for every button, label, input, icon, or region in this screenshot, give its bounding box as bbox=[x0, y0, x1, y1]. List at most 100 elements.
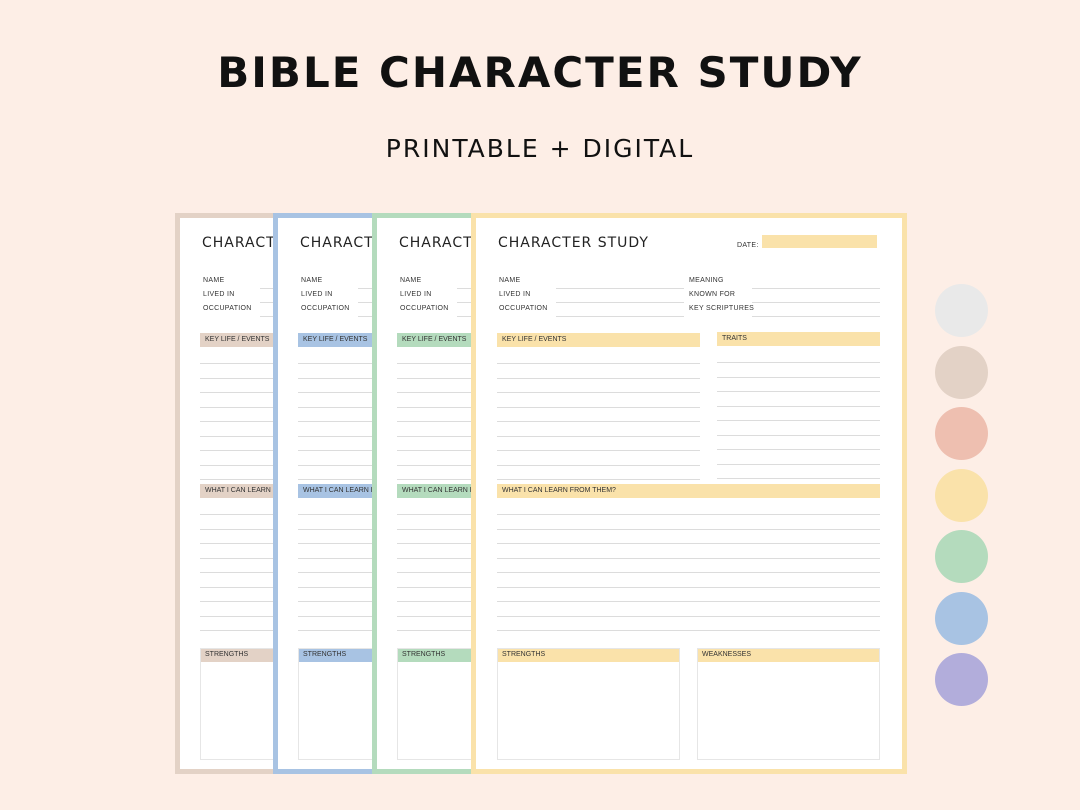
ruled-line bbox=[717, 434, 880, 436]
ruled-line bbox=[497, 557, 880, 559]
ruled-line bbox=[200, 363, 280, 364]
ruled-line bbox=[200, 421, 280, 422]
field-label-key-scriptures: KEY SCRIPTURES bbox=[689, 305, 755, 312]
color-swatch-green[interactable] bbox=[935, 530, 988, 583]
color-swatch-peach[interactable] bbox=[935, 407, 988, 460]
field-line bbox=[457, 288, 477, 289]
ruled-line bbox=[298, 464, 378, 466]
ruled-line bbox=[200, 572, 280, 573]
ruled-line bbox=[298, 392, 378, 393]
ruled-line bbox=[497, 464, 700, 466]
weaknesses-box[interactable] bbox=[697, 648, 880, 760]
weaknesses-header: WEAKNESSES bbox=[697, 648, 880, 662]
color-swatch-yellow[interactable] bbox=[935, 468, 988, 522]
ruled-line bbox=[397, 528, 477, 530]
ruled-line bbox=[717, 362, 880, 363]
planner-page-beige: CHARACTER STUDY NAME LIVED IN OCCUPATION… bbox=[175, 213, 285, 774]
ruled-line bbox=[717, 449, 880, 450]
ruled-line bbox=[200, 601, 280, 602]
ruled-line bbox=[397, 406, 477, 408]
ruled-line bbox=[298, 450, 378, 451]
traits-header: TRAITS bbox=[717, 332, 880, 346]
lived-in-field-line[interactable] bbox=[556, 302, 684, 303]
strengths-header: STRENGTHS bbox=[397, 648, 477, 662]
ruled-line bbox=[497, 615, 880, 617]
field-label-name: NAME bbox=[400, 277, 422, 284]
ruled-line bbox=[497, 528, 880, 530]
key-scriptures-field-line[interactable] bbox=[752, 316, 880, 317]
occupation-field-line[interactable] bbox=[556, 316, 684, 317]
strengths-header: STRENGTHS bbox=[200, 648, 280, 662]
ruled-line bbox=[298, 377, 378, 379]
field-label-occupation: OCCUPATION bbox=[301, 305, 350, 312]
strengths-box bbox=[298, 648, 378, 760]
color-swatch-light-gray[interactable] bbox=[935, 284, 988, 337]
ruled-line bbox=[397, 392, 477, 393]
field-line bbox=[358, 316, 378, 317]
strengths-box bbox=[397, 648, 477, 760]
ruled-line bbox=[497, 586, 880, 588]
ruled-line bbox=[497, 543, 880, 544]
meaning-field-line[interactable] bbox=[752, 288, 880, 289]
subtitle: PRINTABLE + DIGITAL bbox=[385, 134, 695, 163]
ruled-line bbox=[298, 363, 378, 364]
color-swatch-blue[interactable] bbox=[935, 591, 988, 645]
ruled-line bbox=[397, 630, 477, 631]
strengths-box[interactable] bbox=[497, 648, 680, 760]
ruled-line bbox=[298, 479, 378, 480]
ruled-line bbox=[200, 392, 280, 393]
field-label-meaning: MEANING bbox=[689, 277, 724, 284]
field-label-name: NAME bbox=[499, 277, 521, 284]
ruled-line bbox=[397, 363, 477, 364]
field-line bbox=[358, 302, 378, 303]
strengths-header: STRENGTHS bbox=[497, 648, 680, 662]
ruled-line bbox=[397, 514, 477, 515]
field-label-lived-in: LIVED IN bbox=[499, 291, 531, 298]
ruled-line bbox=[200, 630, 280, 631]
field-label-occupation: OCCUPATION bbox=[499, 305, 548, 312]
known-for-field-line[interactable] bbox=[752, 302, 880, 303]
ruled-line bbox=[298, 601, 378, 602]
ruled-line bbox=[298, 421, 378, 422]
planner-page-green: CHARACTER STUDY NAME LIVED IN OCCUPATION… bbox=[372, 213, 482, 774]
ruled-line bbox=[200, 479, 280, 480]
ruled-line bbox=[298, 572, 378, 573]
ruled-line bbox=[497, 479, 700, 480]
main-title: BIBLE CHARACTER STUDY bbox=[217, 48, 863, 97]
ruled-line bbox=[397, 572, 477, 573]
color-swatch-beige[interactable] bbox=[935, 345, 988, 399]
field-label-occupation: OCCUPATION bbox=[203, 305, 252, 312]
ruled-line bbox=[298, 406, 378, 408]
date-label: DATE: bbox=[737, 242, 759, 249]
name-field-line[interactable] bbox=[556, 288, 684, 289]
field-line bbox=[457, 316, 477, 317]
ruled-line bbox=[200, 543, 280, 544]
field-label-lived-in: LIVED IN bbox=[400, 291, 432, 298]
field-label-name: NAME bbox=[301, 277, 323, 284]
ruled-line bbox=[200, 615, 280, 617]
key-life-events-header: KEY LIFE / EVENTS bbox=[200, 333, 280, 347]
field-label-lived-in: LIVED IN bbox=[203, 291, 235, 298]
ruled-line bbox=[497, 572, 880, 573]
learn-header: WHAT I CAN LEARN FROM THEM? bbox=[200, 484, 280, 498]
planner-page-yellow: CHARACTER STUDY DATE: NAME LIVED IN OCCU… bbox=[471, 213, 907, 774]
ruled-line bbox=[298, 514, 378, 515]
strengths-header: STRENGTHS bbox=[298, 648, 378, 662]
ruled-line bbox=[717, 478, 880, 479]
field-line bbox=[260, 316, 280, 317]
ruled-line bbox=[298, 543, 378, 544]
ruled-line bbox=[397, 377, 477, 379]
key-life-events-header: KEY LIFE / EVENTS bbox=[397, 333, 477, 347]
ruled-line bbox=[397, 479, 477, 480]
field-line bbox=[260, 288, 280, 289]
learn-header: WHAT I CAN LEARN FROM THEM? bbox=[497, 484, 880, 498]
ruled-line bbox=[200, 528, 280, 530]
ruled-line bbox=[497, 435, 700, 437]
field-line bbox=[358, 288, 378, 289]
page-title: CHARACTER STUDY bbox=[202, 235, 280, 251]
color-swatch-lavender[interactable] bbox=[935, 653, 988, 706]
ruled-line bbox=[497, 377, 700, 379]
field-label-occupation: OCCUPATION bbox=[400, 305, 449, 312]
date-field[interactable] bbox=[762, 235, 877, 248]
key-life-events-header: KEY LIFE / EVENTS bbox=[298, 333, 378, 347]
